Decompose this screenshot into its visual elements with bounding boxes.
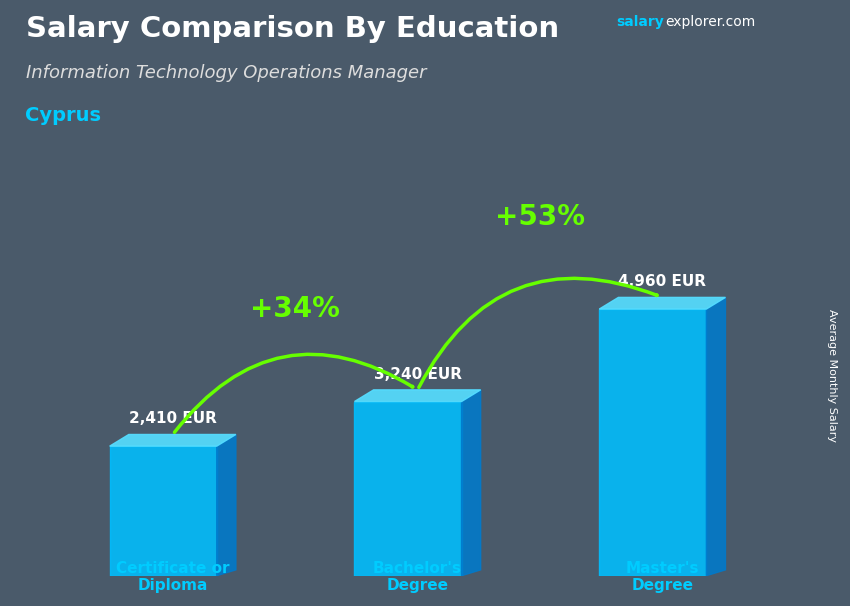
Polygon shape	[354, 390, 481, 402]
Polygon shape	[599, 298, 725, 309]
Text: Salary Comparison By Education: Salary Comparison By Education	[26, 15, 558, 43]
Polygon shape	[217, 435, 236, 576]
Text: Cyprus: Cyprus	[26, 106, 101, 125]
Text: 3,240 EUR: 3,240 EUR	[373, 367, 462, 382]
Text: +34%: +34%	[250, 295, 340, 323]
Text: Average Monthly Salary: Average Monthly Salary	[827, 309, 837, 442]
Text: Information Technology Operations Manager: Information Technology Operations Manage…	[26, 64, 426, 82]
Text: salary: salary	[616, 15, 664, 29]
Text: Bachelor's
Degree: Bachelor's Degree	[373, 561, 462, 593]
Polygon shape	[462, 390, 481, 576]
Text: Master's
Degree: Master's Degree	[626, 561, 699, 593]
Text: +53%: +53%	[495, 203, 585, 231]
Text: 2,410 EUR: 2,410 EUR	[129, 411, 217, 426]
Text: explorer.com: explorer.com	[666, 15, 756, 29]
Bar	[354, 402, 462, 576]
FancyArrowPatch shape	[419, 278, 657, 387]
Polygon shape	[110, 435, 236, 446]
Polygon shape	[706, 298, 725, 576]
Text: Certificate or
Diploma: Certificate or Diploma	[116, 561, 230, 593]
Bar	[599, 309, 706, 576]
Bar	[110, 446, 217, 576]
Text: 4,960 EUR: 4,960 EUR	[618, 274, 706, 289]
FancyArrowPatch shape	[174, 355, 413, 432]
